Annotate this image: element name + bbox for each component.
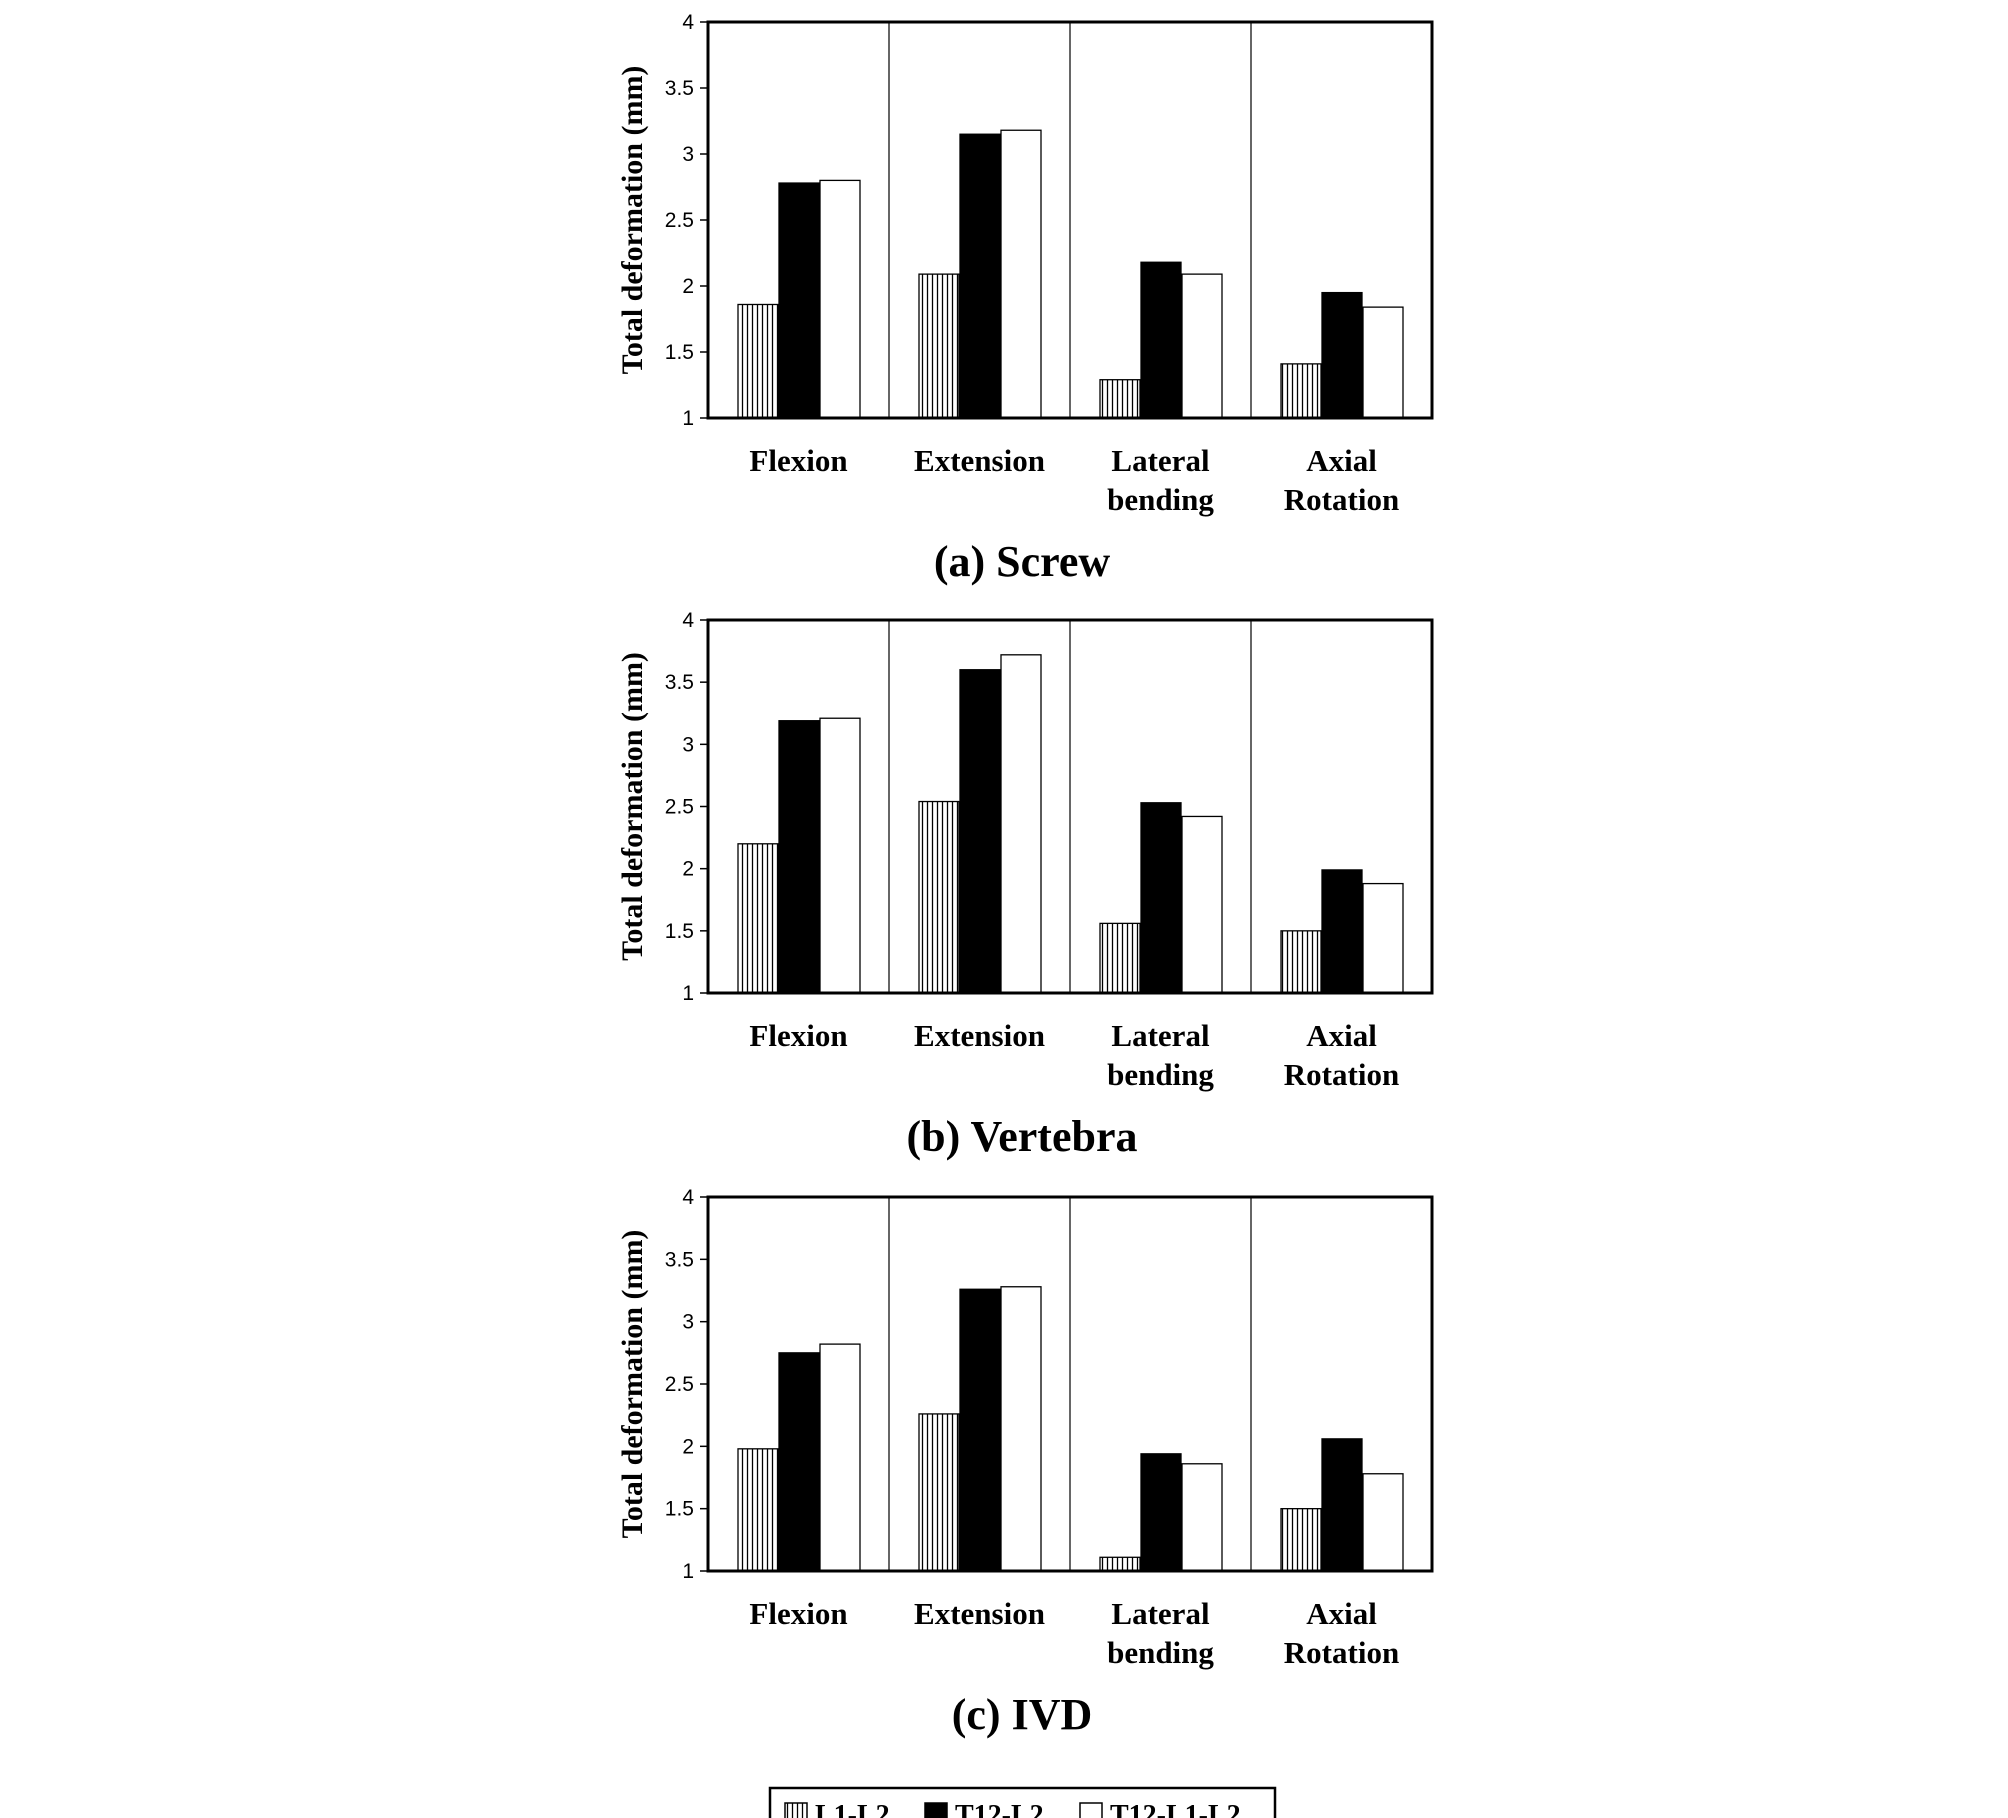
y-tick-label: 4 [682, 11, 694, 34]
category-label: bending [1107, 1635, 1214, 1670]
category-label: Flexion [749, 1596, 847, 1631]
y-axis-label: Total deformation (mm) [616, 66, 649, 375]
bar-t12-l1-l2 [1000, 1286, 1042, 1572]
bar-l1-l2 [1280, 1508, 1322, 1572]
category-label: Extension [914, 1596, 1045, 1631]
y-tick-label: 4 [682, 1186, 694, 1209]
y-tick-label: 1 [682, 407, 694, 430]
y-tick-label: 1 [682, 1560, 694, 1583]
category-label: bending [1107, 482, 1214, 517]
y-tick-label: 1 [682, 982, 694, 1005]
bar-t12-l1-l2 [1181, 1463, 1223, 1572]
y-tick-label: 4 [682, 609, 694, 632]
y-tick-label: 3.5 [665, 1248, 694, 1271]
bar-t12-l1-l2 [819, 179, 861, 419]
y-tick-label: 3 [682, 733, 694, 756]
y-tick-label: 3.5 [665, 671, 694, 694]
chart-caption: (c) IVD [952, 1690, 1093, 1739]
y-tick-label: 1.5 [665, 920, 694, 943]
bar-l1-l2 [737, 843, 779, 994]
bar-t12-l2 [778, 182, 820, 419]
bar-t12-l2 [959, 133, 1001, 419]
bar-t12-l1-l2 [819, 1343, 861, 1572]
legend-box [768, 1786, 1277, 1818]
legend-swatch-l1-l2 [784, 1802, 808, 1818]
y-tick-label: 2 [682, 275, 694, 298]
bar-t12-l1-l2 [1181, 815, 1223, 994]
bar-t12-l1-l2 [819, 717, 861, 994]
legend-swatch-t12-l2 [924, 1802, 948, 1818]
y-tick-label: 2.5 [665, 209, 694, 232]
category-label: Extension [914, 1018, 1045, 1053]
bar-l1-l2 [1280, 930, 1322, 994]
bar-t12-l2 [1321, 869, 1363, 994]
bar-t12-l1-l2 [1181, 273, 1223, 419]
category-label: Rotation [1284, 1635, 1399, 1670]
bar-t12-l1-l2 [1362, 306, 1404, 419]
bar-t12-l1-l2 [1000, 129, 1042, 419]
bar-t12-l1-l2 [1362, 882, 1404, 994]
plot-frame [706, 618, 1434, 995]
category-label: Axial [1306, 1018, 1377, 1053]
category-label: Axial [1306, 1596, 1377, 1631]
legend: L1-L2 T12-L2 T12-L1-L2 [768, 1786, 1277, 1818]
y-tick-label: 3 [682, 1311, 694, 1334]
bar-t12-l1-l2 [1362, 1473, 1404, 1572]
category-label: Lateral [1111, 443, 1210, 478]
chart-caption: (a) Screw [934, 537, 1111, 586]
category-label: Flexion [749, 443, 847, 478]
bar-l1-l2 [1099, 1556, 1141, 1572]
y-tick-label: 3 [682, 143, 694, 166]
y-tick-label: 1.5 [665, 1498, 694, 1521]
chart-panel-2: 1 1.5 2 2.5 3 3.5 4 Total deformation (mm) Flexi… [616, 609, 1434, 1161]
y-tick-label: 2 [682, 858, 694, 881]
bar-l1-l2 [918, 273, 960, 419]
bar-t12-l2 [959, 669, 1001, 994]
bar-t12-l2 [1321, 1438, 1363, 1572]
chart-panel-1: 1 1.5 2 2.5 3 3.5 4 Total deformation (mm) Flexi… [616, 11, 1434, 586]
plot-frame [706, 20, 1434, 420]
y-tick-label: 2.5 [665, 796, 694, 819]
bar-t12-l2 [1321, 291, 1363, 419]
y-tick-label: 2 [682, 1435, 694, 1458]
plot-frame [706, 1195, 1434, 1573]
y-tick-label: 2.5 [665, 1373, 694, 1396]
charts: 1 1.5 2 2.5 3 3.5 4 Total deformation (mm) Flexi… [616, 11, 1434, 1739]
category-label: Rotation [1284, 482, 1399, 517]
legend-label-l1-l2: L1-L2 [815, 1800, 890, 1818]
category-label: Extension [914, 443, 1045, 478]
bar-l1-l2 [918, 800, 960, 994]
bar-l1-l2 [737, 303, 779, 419]
category-label: Flexion [749, 1018, 847, 1053]
category-label: Lateral [1111, 1018, 1210, 1053]
bar-l1-l2 [1099, 922, 1141, 994]
category-label: bending [1107, 1057, 1214, 1092]
category-label: Rotation [1284, 1057, 1399, 1092]
category-label: Lateral [1111, 1596, 1210, 1631]
bar-t12-l2 [1140, 802, 1182, 994]
bar-t12-l2 [778, 1352, 820, 1572]
bar-t12-l2 [1140, 261, 1182, 419]
bar-l1-l2 [918, 1413, 960, 1572]
y-axis-label: Total deformation (mm) [616, 1230, 649, 1539]
bar-t12-l2 [778, 720, 820, 994]
y-axis-label: Total deformation (mm) [616, 652, 649, 961]
y-tick-label: 3.5 [665, 77, 694, 100]
category-label: Axial [1306, 443, 1377, 478]
bar-t12-l2 [959, 1288, 1001, 1572]
bar-l1-l2 [1099, 379, 1141, 419]
legend-label-t12-l1-l2: T12-L1-L2 [1110, 1800, 1241, 1818]
y-tick-label: 1.5 [665, 341, 694, 364]
legend-swatch-t12-l1-l2 [1079, 1802, 1103, 1818]
legend-label-t12-l2: T12-L2 [955, 1800, 1044, 1818]
chart-caption: (b) Vertebra [907, 1112, 1138, 1161]
bar-l1-l2 [737, 1448, 779, 1572]
bar-t12-l2 [1140, 1453, 1182, 1572]
bar-l1-l2 [1280, 363, 1322, 419]
chart-panel-3: 1 1.5 2 2.5 3 3.5 4 Total deformation (mm) Flexi… [616, 1186, 1434, 1739]
bar-t12-l1-l2 [1000, 654, 1042, 994]
